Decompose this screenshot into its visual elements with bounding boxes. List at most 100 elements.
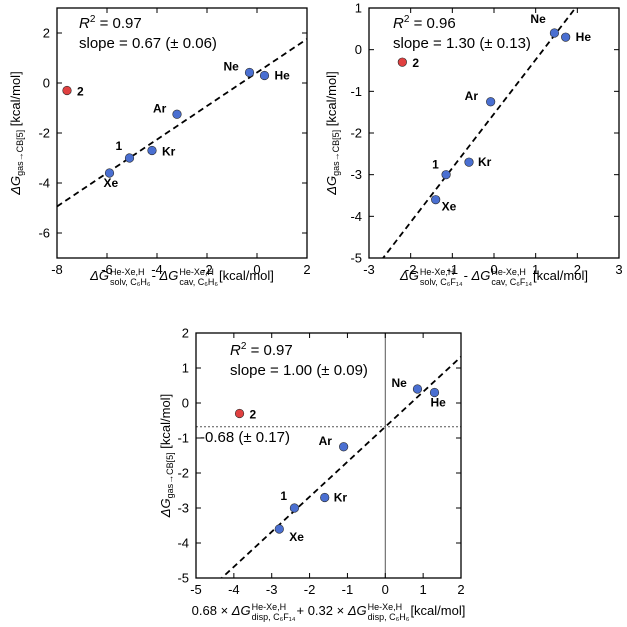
x-tick-label: 3	[615, 262, 622, 277]
slope-annotation: slope = 1.30 (± 0.13)	[393, 35, 531, 52]
x-label-term1-superscript: He-Xe,H	[420, 267, 455, 277]
r-squared-value: = 0.96	[409, 15, 455, 32]
x-label-term1-prefix: 0.68 ×	[192, 603, 232, 618]
point-label-he: He	[576, 30, 592, 44]
data-point-ar	[339, 442, 349, 452]
point-label-1: 1	[280, 489, 287, 503]
x-label-term2-prefix: -	[464, 268, 472, 283]
x-tick-label: -2	[304, 582, 316, 597]
x-label-term2-superscript: He-Xe,H	[491, 267, 526, 277]
r-squared-exponent: 2	[241, 341, 247, 352]
x-label-term2-symbol: ΔG	[347, 603, 367, 618]
x-label-term1-superscript: He-Xe,H	[110, 267, 145, 277]
data-point-ar	[486, 97, 496, 107]
y-tick-label: -3	[177, 501, 189, 516]
y-tick-label: -4	[177, 536, 189, 551]
r-squared-annotation: R2 = 0.97	[79, 14, 142, 32]
regression-fit-line	[381, 8, 577, 258]
x-label-term2-superscript: He-Xe,H	[368, 602, 403, 612]
x-label-term1-symbol: ΔG	[399, 268, 419, 283]
x-label-term1-symbol: ΔG	[231, 603, 251, 618]
x-label-term1-superscript: He-Xe,H	[252, 602, 287, 612]
point-label-xe: Xe	[289, 530, 304, 544]
x-label-term1-symbol: ΔG	[89, 268, 109, 283]
r-squared-exponent: 2	[404, 14, 410, 25]
r-squared-value: = 0.97	[246, 342, 292, 359]
x-label-term2-symbol: ΔG	[159, 268, 179, 283]
point-label-ar: Ar	[465, 89, 479, 103]
data-point-1	[289, 503, 300, 513]
x-label-term2: - ΔG	[464, 268, 491, 283]
point-label-kr: Kr	[162, 145, 176, 159]
x-tick-label: 0	[253, 262, 260, 277]
x-label-term2: - ΔG	[152, 268, 179, 283]
y-tick-label: -2	[350, 126, 362, 141]
data-point-xe	[104, 168, 115, 178]
x-tick-label: 0	[490, 262, 497, 277]
x-tick-label: -4	[151, 262, 163, 277]
y-tick-label: -2	[177, 466, 189, 481]
x-label-term2-prefix: -	[152, 268, 160, 283]
point-label-kr: Kr	[334, 491, 348, 505]
point-label-kr: Kr	[478, 155, 492, 169]
x-label-term2-subscript: cav, C₆F₁₄	[491, 277, 532, 287]
data-point-xe	[274, 524, 284, 534]
data-point-ne	[244, 67, 255, 78]
y-tick-label: -3	[350, 167, 362, 182]
y-tick-label: -4	[38, 176, 50, 191]
y-tick-label: 1	[355, 1, 362, 16]
point-label-2: 2	[77, 85, 84, 99]
y-tick-label: -1	[350, 84, 362, 99]
x-tick-label: 1	[420, 582, 427, 597]
y-label-subscript: gas→CB[5]	[165, 452, 175, 498]
x-tick-label: -2	[405, 262, 417, 277]
regression-fit-line	[220, 356, 461, 578]
data-point-kr	[464, 157, 474, 167]
x-label-term1: ΔG	[89, 268, 109, 283]
point-label-ne: Ne	[391, 376, 407, 390]
x-tick-label: -6	[101, 262, 113, 277]
data-point-kr	[147, 145, 157, 156]
x-tick-label: 2	[574, 262, 581, 277]
data-point-2	[62, 85, 72, 96]
point-label-2: 2	[412, 56, 419, 70]
y-label-symbol: ΔG	[324, 176, 339, 196]
y-label-unit: [kcal/mol]	[8, 71, 23, 130]
point-label-2: 2	[250, 408, 257, 422]
y-label-subscript: gas→CB[5]	[331, 130, 341, 176]
x-tick-label: -4	[228, 582, 240, 597]
r-squared-symbol: R	[230, 342, 241, 359]
x-label-term2-superscript: He-Xe,H	[179, 267, 214, 277]
chart-panel-3: -5 -4 -3 -2 -1 0 1 2-5-4-3-2-1012NeHeArKr1Xe2R2…	[158, 326, 465, 623]
x-tick-label: 2	[303, 262, 310, 277]
point-label-ar: Ar	[153, 101, 167, 115]
point-label-ne: Ne	[224, 60, 240, 74]
r-squared-exponent: 2	[90, 14, 96, 25]
r-squared-symbol: R	[79, 15, 90, 32]
point-label-ne: Ne	[530, 12, 546, 26]
y-label-unit: [kcal/mol]	[324, 71, 339, 130]
data-point-ne	[549, 28, 560, 38]
x-label-term2-subscript: cav, C₆H₆	[179, 277, 218, 287]
point-label-ar: Ar	[319, 434, 333, 448]
x-tick-label: -5	[190, 582, 202, 597]
y-tick-label: -2	[38, 126, 50, 141]
x-tick-label: 1	[532, 262, 539, 277]
y-tick-label: 2	[182, 326, 189, 341]
slope-annotation: slope = 0.67 (± 0.06)	[79, 35, 217, 52]
x-label-term2-symbol: ΔG	[471, 268, 491, 283]
data-point-1	[441, 170, 451, 180]
r-squared-annotation: R2 = 0.96	[393, 14, 456, 32]
r-squared-annotation: R2 = 0.97	[230, 341, 293, 359]
slope-annotation: slope = 1.00 (± 0.09)	[230, 362, 368, 379]
x-label-term1: ΔG	[399, 268, 419, 283]
x-label-term1-subscript: disp, C₆F₁₄	[252, 612, 296, 622]
y-label-symbol: ΔG	[8, 176, 23, 196]
y-label-unit: [kcal/mol]	[158, 394, 173, 453]
data-point-ar	[172, 109, 182, 119]
x-label-term2: + 0.32 × ΔG	[296, 603, 366, 618]
